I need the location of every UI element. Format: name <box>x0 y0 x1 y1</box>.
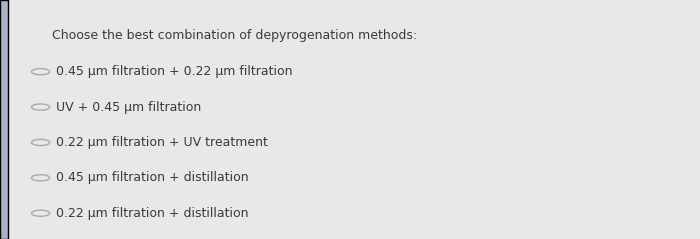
Text: 0.45 μm filtration + 0.22 μm filtration: 0.45 μm filtration + 0.22 μm filtration <box>56 65 293 78</box>
Text: Choose the best combination of depyrogenation methods:: Choose the best combination of depyrogen… <box>52 29 418 42</box>
Text: 0.22 μm filtration + distillation: 0.22 μm filtration + distillation <box>56 207 248 220</box>
Text: 0.45 μm filtration + distillation: 0.45 μm filtration + distillation <box>56 171 248 184</box>
Text: 0.22 μm filtration + UV treatment: 0.22 μm filtration + UV treatment <box>56 136 268 149</box>
FancyBboxPatch shape <box>0 0 8 239</box>
Text: UV + 0.45 μm filtration: UV + 0.45 μm filtration <box>56 101 202 114</box>
